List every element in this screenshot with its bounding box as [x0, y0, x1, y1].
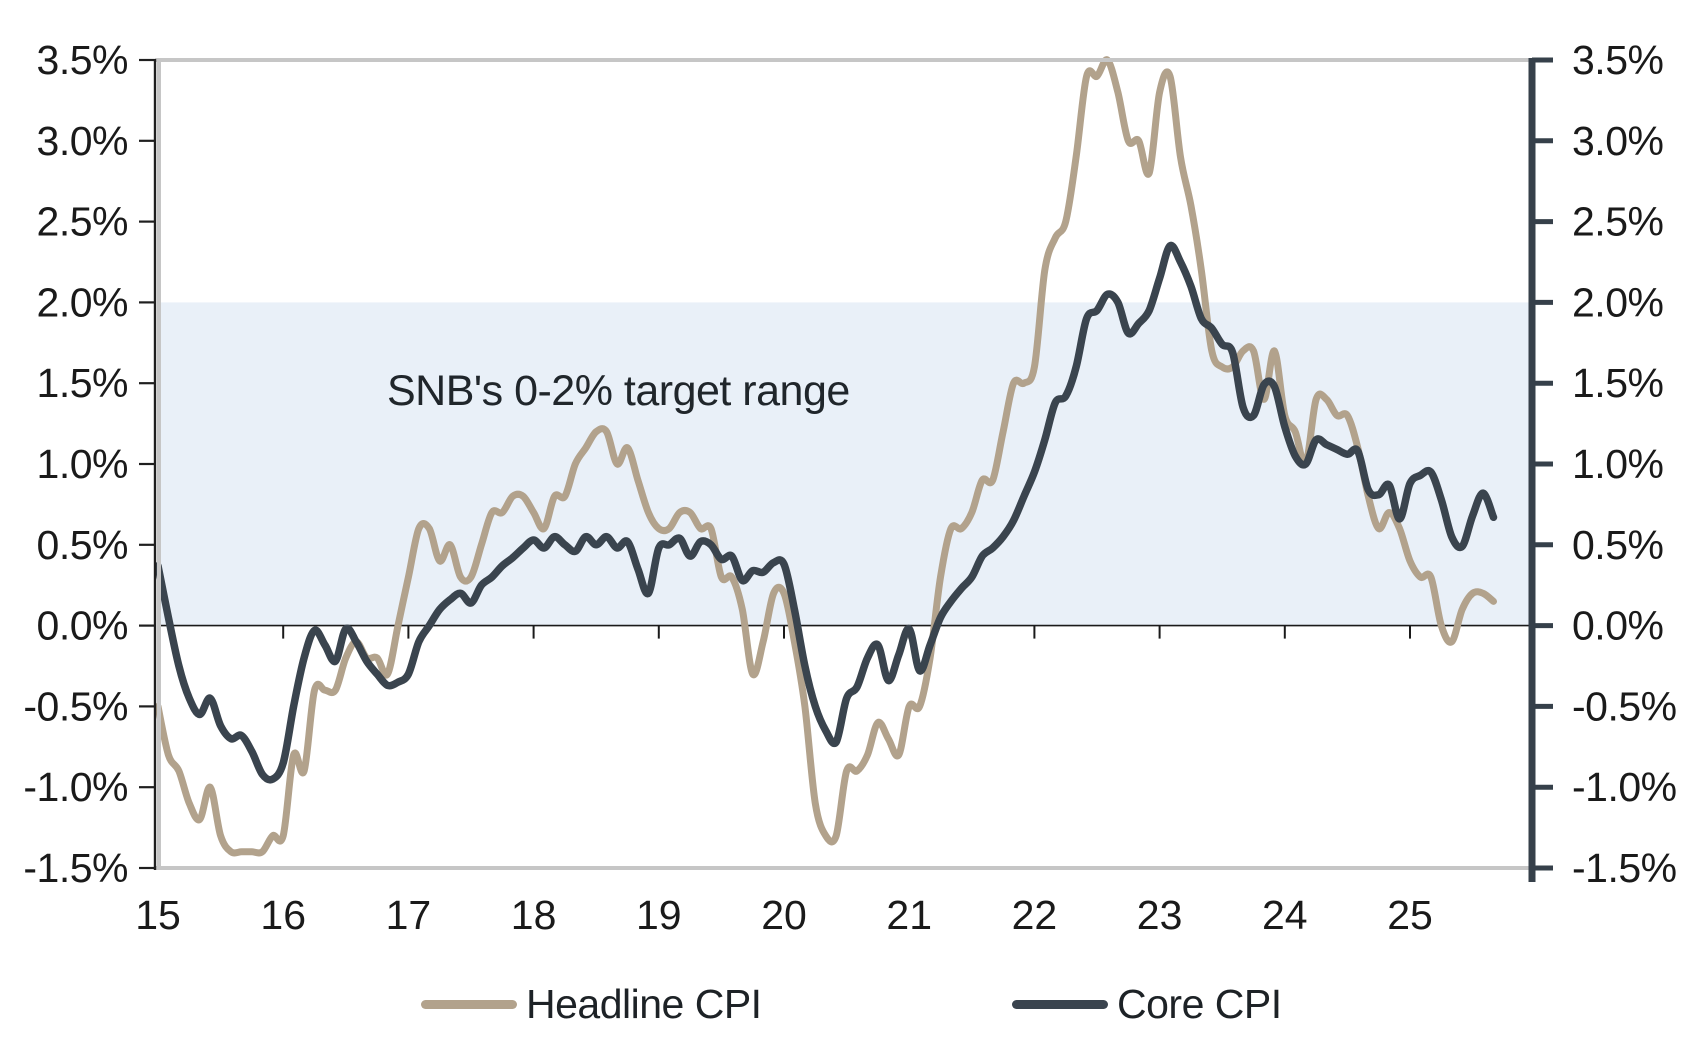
left-y-tick-label: -1.0% [23, 764, 128, 810]
right-y-tick-label: 2.5% [1572, 199, 1663, 245]
right-y-tick-label: 3.0% [1572, 118, 1663, 164]
right-y-tick-label: -1.0% [1572, 764, 1677, 810]
left-y-tick-label: 1.5% [37, 360, 128, 406]
x-axis-label-15: 15 [135, 892, 181, 938]
legend-label-headline-cpi: Headline CPI [526, 980, 762, 1027]
target-band [157, 302, 1532, 626]
right-y-tick-label: -0.5% [1572, 683, 1677, 729]
core-cpi-swatch [1012, 999, 1108, 1009]
left-y-tick-label: 0.0% [37, 603, 128, 649]
x-axis-label-19: 19 [636, 892, 682, 938]
x-axis-label-21: 21 [886, 892, 932, 938]
legend-item-headline-cpi: Headline CPI [421, 978, 762, 1030]
right-y-tick-label: -1.5% [1572, 845, 1677, 891]
right-y-tick-label: 0.0% [1572, 603, 1663, 649]
left-y-tick-label: 0.5% [37, 522, 128, 568]
left-y-tick-label: 3.5% [37, 37, 128, 83]
left-y-tick-label: 1.0% [37, 441, 128, 487]
x-axis-label-18: 18 [511, 892, 557, 938]
right-y-tick-label: 0.5% [1572, 522, 1663, 568]
legend-label-core-cpi: Core CPI [1117, 980, 1282, 1027]
right-y-tick-label: 3.5% [1572, 37, 1663, 83]
left-y-tick-label: -1.5% [23, 845, 128, 891]
headline-cpi-swatch [421, 999, 517, 1009]
target-range-annotation: SNB's 0-2% target range [387, 367, 850, 415]
x-axis-label-20: 20 [761, 892, 807, 938]
chart-legend: Headline CPI Core CPI [0, 978, 1689, 1030]
x-axis-label-16: 16 [260, 892, 306, 938]
core-cpi-line [154, 241, 1498, 784]
x-axis-label-25: 25 [1387, 892, 1433, 938]
x-axis-label-17: 17 [386, 892, 432, 938]
right-y-tick-label: 1.0% [1572, 441, 1663, 487]
legend-item-core-cpi: Core CPI [1012, 978, 1282, 1030]
left-y-tick-label: 2.5% [37, 199, 128, 245]
left-y-tick-label: -0.5% [23, 683, 128, 729]
right-y-tick-label: 1.5% [1572, 360, 1663, 406]
left-y-tick-label: 2.0% [37, 279, 128, 325]
left-y-tick-label: 3.0% [37, 118, 128, 164]
x-axis-label-22: 22 [1012, 892, 1058, 938]
x-axis-label-23: 23 [1137, 892, 1183, 938]
x-axis-label-24: 24 [1262, 892, 1308, 938]
right-y-tick-label: 2.0% [1572, 279, 1663, 325]
